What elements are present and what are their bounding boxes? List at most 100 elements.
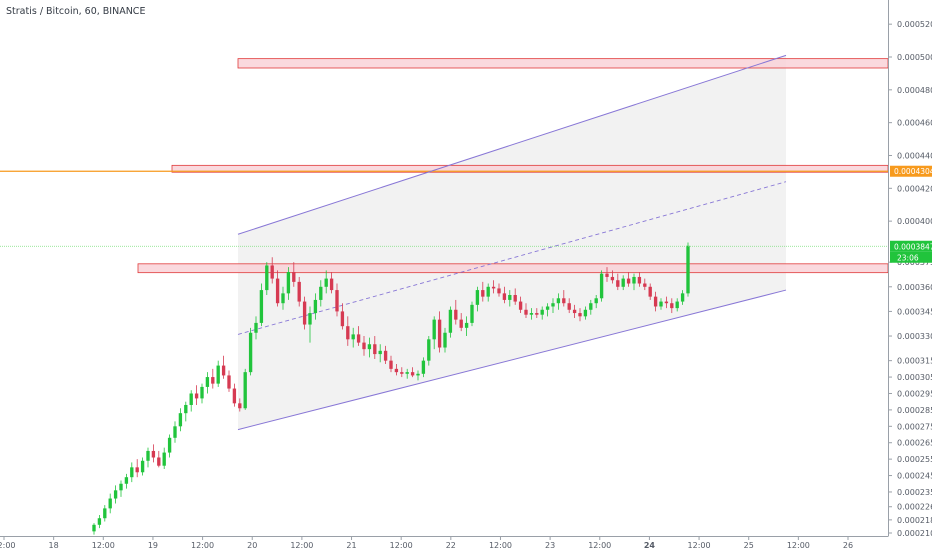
candle-body: [486, 286, 490, 297]
time-tick-label: 26: [843, 541, 853, 550]
candle-body: [508, 295, 512, 300]
candle: [103, 505, 107, 522]
candle: [394, 363, 399, 376]
candle-body: [567, 303, 571, 310]
candle-body: [481, 290, 485, 297]
candle-body: [313, 299, 318, 314]
candle: [205, 372, 210, 394]
candle-body: [470, 304, 474, 323]
candle-body: [518, 301, 523, 310]
candle: [324, 270, 328, 294]
candle: [675, 298, 679, 312]
price-tick-label: 0.0002100: [897, 529, 932, 538]
candle: [292, 262, 296, 287]
candle: [216, 360, 220, 387]
candle: [400, 367, 404, 378]
candle: [599, 270, 604, 302]
candle: [113, 485, 118, 504]
candle-body: [92, 524, 96, 532]
candle-body: [340, 311, 345, 327]
price-tick-label: 0.0004200: [897, 184, 932, 193]
candle-body: [610, 276, 615, 281]
candle-body: [221, 365, 226, 376]
candle-body: [97, 518, 102, 525]
candle-body: [378, 350, 382, 355]
candle: [589, 299, 593, 315]
time-tick-label: 12:00: [787, 541, 810, 550]
candle-body: [200, 386, 204, 399]
candle-body: [605, 273, 609, 277]
candle: [567, 298, 571, 314]
candle-body: [626, 278, 631, 284]
candle: [184, 401, 188, 422]
candle-body: [383, 350, 388, 361]
candle-body: [173, 426, 177, 438]
resistance-zone: [137, 263, 889, 274]
candle-body: [551, 303, 555, 307]
candle-body: [389, 360, 393, 369]
candle-body: [464, 322, 469, 328]
candle-body: [556, 298, 561, 304]
candle-body: [432, 319, 436, 340]
candle-body: [286, 272, 291, 294]
candle: [373, 336, 377, 360]
candle-body: [621, 278, 625, 287]
candle-body: [124, 477, 129, 484]
candle-body: [297, 281, 301, 302]
price-tick-label: 0.0004000: [897, 217, 932, 226]
candle: [313, 293, 318, 320]
price-tick-label: 0.0002750: [897, 422, 932, 431]
candle-body: [281, 293, 285, 304]
candle: [632, 273, 636, 291]
candle: [502, 286, 507, 304]
time-tick-label: 18: [49, 541, 59, 550]
candle-body: [421, 360, 426, 374]
candle-body: [578, 313, 582, 317]
candle-body: [346, 326, 350, 340]
candle: [578, 308, 582, 322]
candle-body: [524, 309, 528, 315]
candle: [686, 242, 690, 297]
candle: [178, 408, 183, 432]
candle: [389, 355, 393, 373]
candle: [189, 390, 193, 412]
candle-body: [189, 393, 193, 405]
candle: [281, 286, 285, 310]
candle: [551, 298, 555, 314]
time-tick-label: 22: [446, 541, 456, 550]
time-tick-label: 21: [346, 541, 356, 550]
candle: [605, 267, 609, 282]
current-price-tag: 0.0003847 23:06: [890, 240, 932, 263]
candle: [119, 480, 123, 497]
candle: [329, 272, 334, 294]
candle: [545, 303, 550, 317]
candle-body: [562, 298, 566, 304]
candle: [92, 523, 96, 535]
candle: [486, 283, 490, 302]
candle: [508, 290, 512, 307]
candle: [378, 344, 382, 363]
candle: [297, 276, 301, 307]
candle-body: [443, 332, 447, 348]
price-tick-label: 0.0002950: [897, 389, 932, 398]
candle: [124, 473, 129, 489]
price-tick-label: 0.0002450: [897, 472, 932, 481]
time-tick-label: 25: [744, 541, 754, 550]
candle: [356, 326, 361, 346]
orange-tag-label: 0.0004304: [894, 167, 932, 176]
candle-body: [167, 437, 172, 453]
candle-body: [302, 301, 307, 325]
candle-body: [254, 322, 258, 333]
resistance-zone: [237, 58, 889, 69]
candle: [459, 313, 463, 332]
candle-body: [227, 375, 231, 389]
candle: [173, 421, 177, 443]
candle: [616, 273, 620, 291]
time-tick-label: 12:00: [588, 541, 611, 550]
candle: [167, 434, 172, 458]
candle: [351, 327, 355, 348]
candle-body: [599, 273, 604, 299]
time-tick-label: 12:00: [390, 541, 413, 550]
